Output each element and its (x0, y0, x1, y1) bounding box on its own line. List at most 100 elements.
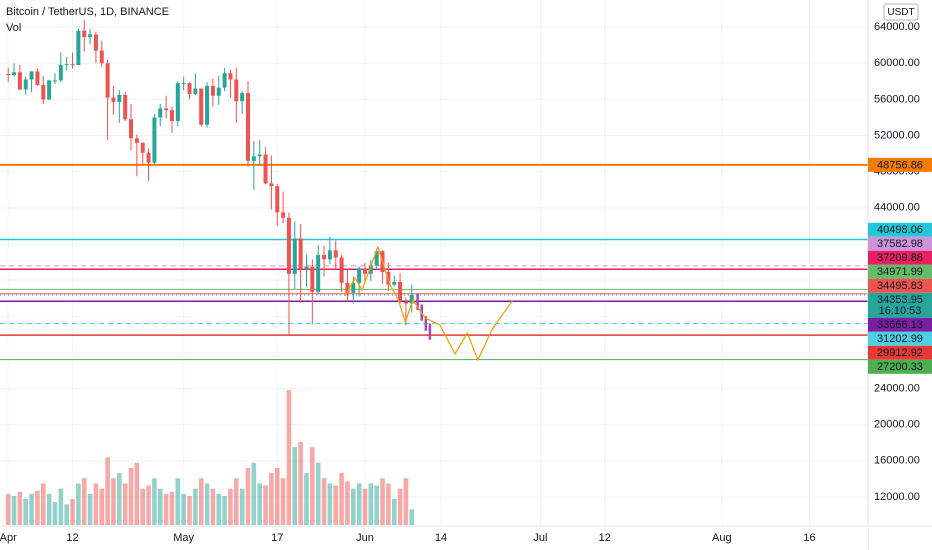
candle-body (281, 212, 286, 218)
y-tick-label: 24000.00 (874, 382, 920, 394)
candle-body (23, 79, 28, 90)
volume-bar (257, 483, 262, 525)
x-tick-label: Apr (0, 532, 17, 544)
countdown: 16:10:53 (879, 305, 922, 317)
candle-body (41, 84, 46, 100)
volume-bar (198, 478, 204, 525)
candle-body (181, 83, 186, 85)
candle-body (304, 266, 309, 269)
volume-label: Vol (6, 22, 21, 34)
volume-bar (234, 478, 239, 525)
candle-body (257, 154, 262, 157)
candle-body (52, 80, 57, 82)
volume-bar (374, 485, 379, 525)
volume-bar (350, 488, 356, 525)
candle-body (210, 85, 215, 96)
candle-body (140, 142, 145, 153)
volume-bar (70, 499, 75, 525)
volume-bar (274, 467, 280, 525)
candle-body (263, 154, 268, 184)
price-tag-label: 48756.86 (877, 159, 923, 171)
volume-bar (280, 478, 286, 525)
volume-bar (397, 488, 403, 525)
candle-body (322, 254, 327, 260)
price-tag-label: 33666.13 (877, 319, 923, 331)
candle-body (269, 183, 274, 187)
x-tick-label: 14 (435, 532, 447, 544)
price-tag (868, 317, 932, 332)
price-tag (868, 250, 932, 265)
price-tags: 48756.86 40498.06 37582.98 37209.88 34971.99… (868, 157, 932, 374)
candle-body (357, 268, 362, 283)
y-tick-label: 60000.00 (874, 57, 920, 69)
currency: USDT (887, 7, 914, 18)
candle-body (222, 73, 227, 88)
volume-bar (345, 481, 350, 525)
candle-body (35, 71, 40, 85)
candle-body (409, 294, 414, 304)
volume-bar (228, 488, 233, 525)
x-tick-label: Jun (356, 532, 374, 544)
y-tick-label: 52000.00 (874, 129, 920, 141)
candle-body (368, 265, 373, 274)
levels (0, 163, 868, 361)
volume-bar (292, 447, 298, 525)
volume-bar (386, 483, 391, 525)
candle-body (105, 63, 110, 98)
candle-body (216, 87, 221, 96)
volume-bar (169, 491, 175, 525)
currency-box[interactable] (883, 3, 919, 21)
y-tick-label: 12000.00 (874, 491, 920, 503)
candle-body (234, 79, 239, 102)
volume-bar (356, 483, 362, 525)
candle-body (76, 30, 81, 66)
x-tick-label: May (173, 532, 194, 544)
candle-body (64, 64, 69, 66)
candle-body (17, 72, 22, 90)
candle-body (310, 266, 315, 292)
volume-bar (222, 495, 227, 525)
candle-body (58, 65, 63, 81)
volume-bar (187, 495, 192, 525)
candle-body (99, 50, 104, 64)
volume-bar (339, 473, 344, 525)
volume-bar (140, 488, 146, 525)
price-tag (868, 236, 932, 251)
volume-bar (216, 493, 222, 525)
volume-bar (134, 462, 140, 525)
candle-body (146, 152, 151, 163)
volume-bar (81, 478, 87, 525)
price-tag (868, 222, 932, 237)
price-tag-label: 37582.98 (877, 238, 923, 250)
candle-body (193, 88, 198, 94)
volume-bar (333, 485, 339, 525)
candle-body (6, 74, 11, 76)
candle-body (199, 88, 204, 125)
volume-bar (304, 473, 309, 525)
candle-body (286, 217, 291, 274)
volume-bar (17, 491, 23, 525)
volume-bar (122, 483, 128, 525)
volume-bar (204, 483, 210, 525)
volume-bar (105, 457, 110, 525)
candle-body (316, 254, 321, 292)
volume-bar (210, 488, 216, 525)
volume-bar (321, 478, 327, 525)
x-tick-label: 16 (803, 532, 815, 544)
candle-body (134, 138, 139, 143)
volume-bar (409, 509, 415, 525)
grid (0, 0, 868, 525)
volume-bar (315, 462, 321, 525)
volume-bar (99, 488, 105, 525)
candle-body (111, 97, 116, 103)
candle-body (246, 93, 250, 161)
y-tick-label: 44000.00 (874, 202, 920, 214)
y-tick-label: 16000.00 (874, 455, 920, 467)
volume-bar (298, 441, 303, 525)
candle-body (47, 80, 52, 100)
price-tag-label: 29912.92 (877, 347, 923, 359)
volume-bar (146, 485, 151, 525)
candle-body (158, 108, 163, 118)
volume-bar (111, 478, 116, 525)
